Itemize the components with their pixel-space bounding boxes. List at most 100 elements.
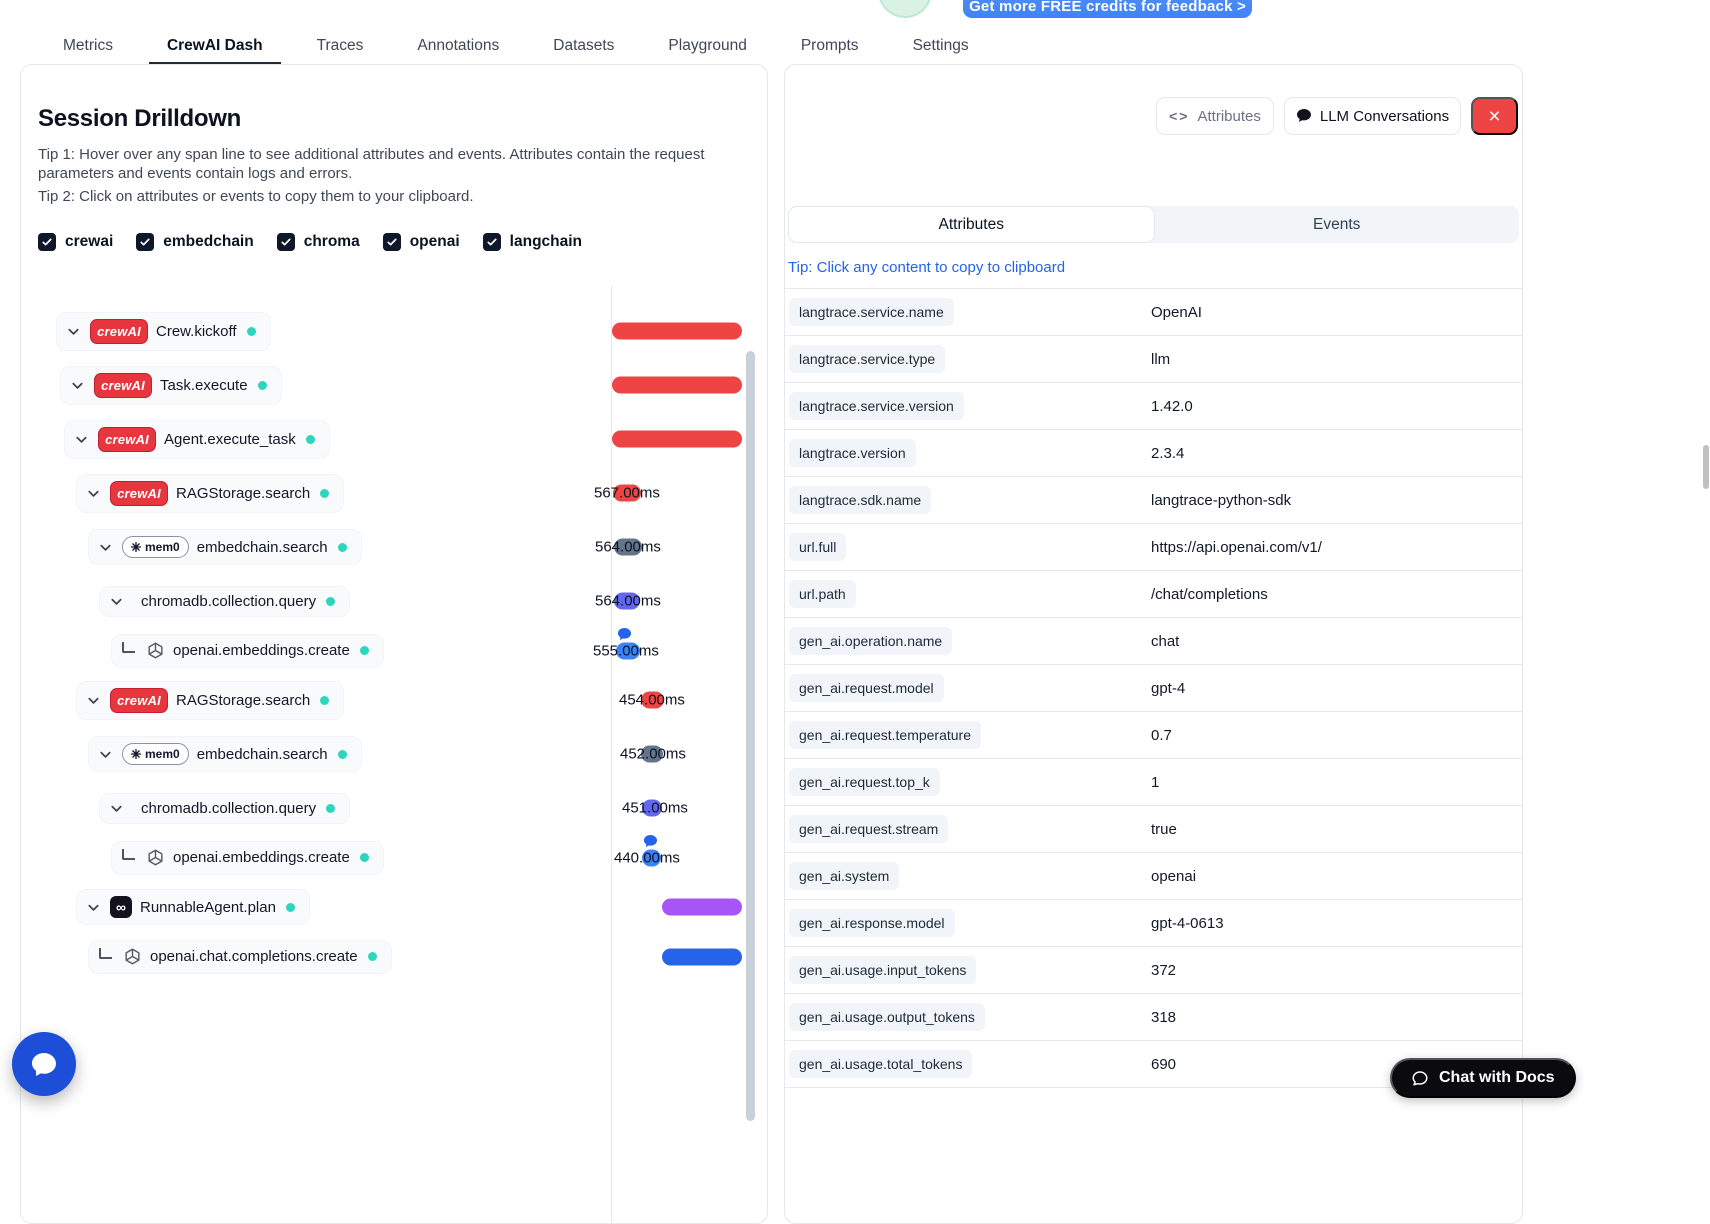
attribute-value[interactable]: /chat/completions [1151, 585, 1268, 603]
attribute-key[interactable]: gen_ai.system [789, 862, 900, 890]
attribute-value[interactable]: 2.3.4 [1151, 444, 1185, 462]
avatar[interactable] [878, 0, 932, 18]
attribute-value[interactable]: true [1151, 820, 1177, 838]
attribute-row[interactable]: langtrace.service.name OpenAI [785, 289, 1522, 336]
attribute-value[interactable]: gpt-4-0613 [1151, 914, 1224, 932]
span-duration-bar[interactable] [642, 849, 661, 866]
attribute-key[interactable]: gen_ai.usage.input_tokens [789, 956, 977, 984]
span-pill[interactable]: openai.chat.completions.create [88, 939, 392, 974]
attribute-key[interactable]: gen_ai.response.model [789, 909, 955, 937]
attribute-value[interactable]: gpt-4 [1151, 679, 1186, 697]
span-duration-bar[interactable] [641, 745, 663, 763]
span-pill[interactable]: mem0 embedchain.search [88, 529, 362, 565]
chevron-down-icon[interactable] [108, 801, 125, 816]
attribute-row[interactable]: gen_ai.system openai [785, 853, 1522, 900]
llm-conversations-button[interactable]: LLM Conversations [1284, 97, 1461, 135]
nav-tab-playground[interactable]: Playground [668, 37, 747, 54]
attribute-row[interactable]: gen_ai.request.stream true [785, 806, 1522, 853]
attribute-row[interactable]: gen_ai.usage.output_tokens 318 [785, 994, 1522, 1041]
attribute-value[interactable]: 690 [1151, 1055, 1177, 1073]
nav-tab-metrics[interactable]: Metrics [63, 37, 113, 54]
span-pill[interactable]: openai.embeddings.create [111, 840, 384, 875]
attribute-key[interactable]: gen_ai.usage.output_tokens [789, 1003, 985, 1031]
span-duration-bar[interactable] [614, 538, 642, 556]
span-pill[interactable]: crewAI RAGStorage.search [76, 680, 345, 720]
nav-tab-prompts[interactable]: Prompts [800, 37, 859, 54]
attribute-key[interactable]: gen_ai.request.model [789, 674, 944, 702]
chevron-down-icon[interactable] [97, 540, 114, 555]
attribute-key[interactable]: langtrace.sdk.name [789, 486, 932, 514]
attribute-row[interactable]: url.path /chat/completions [785, 571, 1522, 618]
attribute-key[interactable]: gen_ai.usage.total_tokens [789, 1050, 973, 1078]
chevron-down-icon[interactable] [85, 900, 102, 915]
attribute-value[interactable]: OpenAI [1151, 303, 1202, 321]
checkbox-checked-icon[interactable] [38, 233, 56, 251]
attribute-value[interactable]: llm [1151, 350, 1171, 368]
attribute-value[interactable]: 372 [1151, 961, 1177, 979]
chevron-down-icon[interactable] [85, 486, 102, 501]
chevron-down-icon[interactable] [65, 324, 82, 339]
span-duration-bar[interactable] [613, 484, 641, 502]
attribute-value[interactable]: openai [1151, 867, 1197, 885]
attribute-row[interactable]: gen_ai.usage.input_tokens 372 [785, 947, 1522, 994]
attribute-key[interactable]: url.full [789, 533, 847, 561]
nav-tab-annotations[interactable]: Annotations [417, 37, 500, 54]
span-duration-bar[interactable] [642, 799, 662, 817]
span-pill[interactable]: crewAI Crew.kickoff [56, 311, 271, 351]
attribute-value[interactable]: 0.7 [1151, 726, 1172, 744]
details-tab-attributes[interactable]: Attributes [788, 206, 1155, 243]
attribute-row[interactable]: langtrace.service.version 1.42.0 [785, 383, 1522, 430]
span-duration-bar[interactable] [616, 642, 640, 659]
attribute-row[interactable]: gen_ai.usage.total_tokens 690 [785, 1041, 1522, 1088]
attribute-value[interactable]: 1 [1151, 773, 1160, 791]
span-pill[interactable]: chromadb.collection.query [99, 585, 351, 617]
checkbox-checked-icon[interactable] [276, 233, 295, 251]
checkbox-checked-icon[interactable] [136, 233, 155, 251]
chevron-down-icon[interactable] [69, 378, 86, 393]
attribute-key[interactable]: gen_ai.operation.name [789, 627, 953, 655]
vendor-filter-langchain[interactable]: langchain [482, 233, 582, 251]
attribute-row[interactable]: langtrace.service.type llm [785, 336, 1522, 383]
vendor-filter-crewai[interactable]: crewai [38, 233, 113, 251]
vendor-filter-chroma[interactable]: chroma [276, 233, 360, 251]
attribute-row[interactable]: gen_ai.request.temperature 0.7 [785, 712, 1522, 759]
span-pill[interactable]: chromadb.collection.query [99, 792, 351, 824]
attribute-key[interactable]: langtrace.service.type [789, 345, 946, 373]
vendor-filter-openai[interactable]: openai [382, 233, 460, 251]
attribute-row[interactable]: gen_ai.operation.name chat [785, 618, 1522, 665]
attribute-key[interactable]: langtrace.service.version [789, 392, 964, 420]
attribute-key[interactable]: gen_ai.request.stream [789, 815, 949, 843]
attribute-key[interactable]: gen_ai.request.temperature [789, 721, 981, 749]
attribute-value[interactable]: https://api.openai.com/v1/ [1151, 538, 1322, 556]
attribute-key[interactable]: langtrace.service.name [789, 298, 954, 326]
page-scrollbar-thumb[interactable] [1703, 445, 1709, 489]
attribute-value[interactable]: 318 [1151, 1008, 1177, 1026]
close-button[interactable]: × [1471, 97, 1518, 135]
nav-tab-traces[interactable]: Traces [316, 37, 364, 54]
attribute-value[interactable]: langtrace-python-sdk [1151, 491, 1292, 509]
copy-tip-link[interactable]: Tip: Click any content to copy to clipbo… [788, 259, 1066, 276]
attribute-row[interactable]: url.full https://api.openai.com/v1/ [785, 524, 1522, 571]
attribute-value[interactable]: chat [1151, 632, 1180, 650]
span-pill[interactable]: crewAI RAGStorage.search [76, 473, 345, 513]
span-duration-bar[interactable] [612, 430, 742, 448]
checkbox-checked-icon[interactable] [482, 233, 501, 251]
nav-tab-crewai-dash[interactable]: CrewAI Dash [149, 37, 281, 64]
details-tab-events[interactable]: Events [1313, 215, 1361, 233]
chevron-down-icon[interactable] [97, 747, 114, 762]
span-pill[interactable]: crewAI Agent.execute_task [64, 419, 330, 459]
span-pill[interactable]: ∞ RunnableAgent.plan [76, 889, 310, 925]
attribute-row[interactable]: langtrace.version 2.3.4 [785, 430, 1522, 477]
chevron-down-icon[interactable] [73, 432, 90, 447]
chat-with-docs-button[interactable]: Chat with Docs [1390, 1058, 1576, 1098]
attribute-key[interactable]: url.path [789, 580, 856, 608]
tree-scrollbar-thumb[interactable] [746, 351, 755, 1121]
free-credits-button[interactable]: Get more FREE credits for feedback > [963, 0, 1252, 18]
attribute-row[interactable]: gen_ai.response.model gpt-4-0613 [785, 900, 1522, 947]
support-chat-widget-button[interactable] [12, 1032, 76, 1096]
attribute-row[interactable]: gen_ai.request.model gpt-4 [785, 665, 1522, 712]
attribute-key[interactable]: langtrace.version [789, 439, 916, 467]
span-duration-bar[interactable] [612, 322, 742, 340]
span-duration-bar[interactable] [662, 948, 742, 965]
nav-tab-settings[interactable]: Settings [912, 37, 969, 54]
